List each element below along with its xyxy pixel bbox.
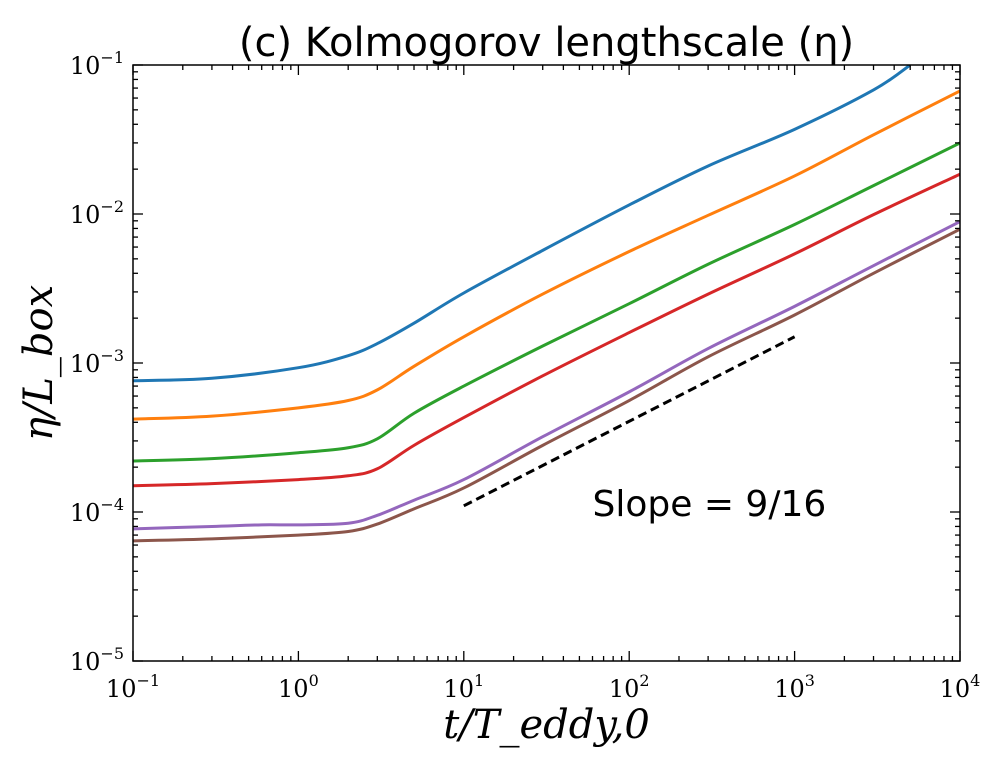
plot-area xyxy=(132,64,961,662)
slope-annotation: Slope = 9/16 xyxy=(593,484,827,525)
y-tick-labels: 10−5 10−4 10−3 10−2 10−1 xyxy=(70,48,124,676)
x-tick-label: 102 xyxy=(609,671,650,703)
series-line-5 xyxy=(133,220,960,531)
x-tick-labels: 10−1 100 101 102 103 104 xyxy=(106,671,980,703)
tick-layer xyxy=(132,64,961,662)
x-tick-label: 10−1 xyxy=(106,671,160,703)
series-line-4 xyxy=(133,172,960,488)
y-tick-label: 10−4 xyxy=(70,495,124,527)
y-tick-label: 10−5 xyxy=(70,644,124,676)
slope-reference-line xyxy=(463,335,796,508)
series-line-1 xyxy=(133,65,912,383)
series-line-6 xyxy=(133,227,960,543)
y-tick-label: 10−1 xyxy=(70,48,124,80)
plot-frame xyxy=(132,64,961,662)
x-tick-label: 103 xyxy=(774,671,815,703)
series-line-3 xyxy=(133,141,960,463)
chart-title: (c) Kolmogorov lengthscale (η) xyxy=(239,20,854,66)
series-line-2 xyxy=(133,89,960,421)
y-tick-label: 10−3 xyxy=(70,346,124,378)
y-tick-label: 10−2 xyxy=(70,197,124,229)
x-axis-label: t/T_eddy,0 xyxy=(443,702,650,748)
x-tick-label: 101 xyxy=(443,671,484,703)
x-tick-label: 104 xyxy=(940,671,981,703)
y-axis-label: η/L_box xyxy=(16,285,62,441)
series-layer xyxy=(133,65,960,543)
x-tick-label: 100 xyxy=(278,671,319,703)
reference-layer xyxy=(463,335,796,508)
